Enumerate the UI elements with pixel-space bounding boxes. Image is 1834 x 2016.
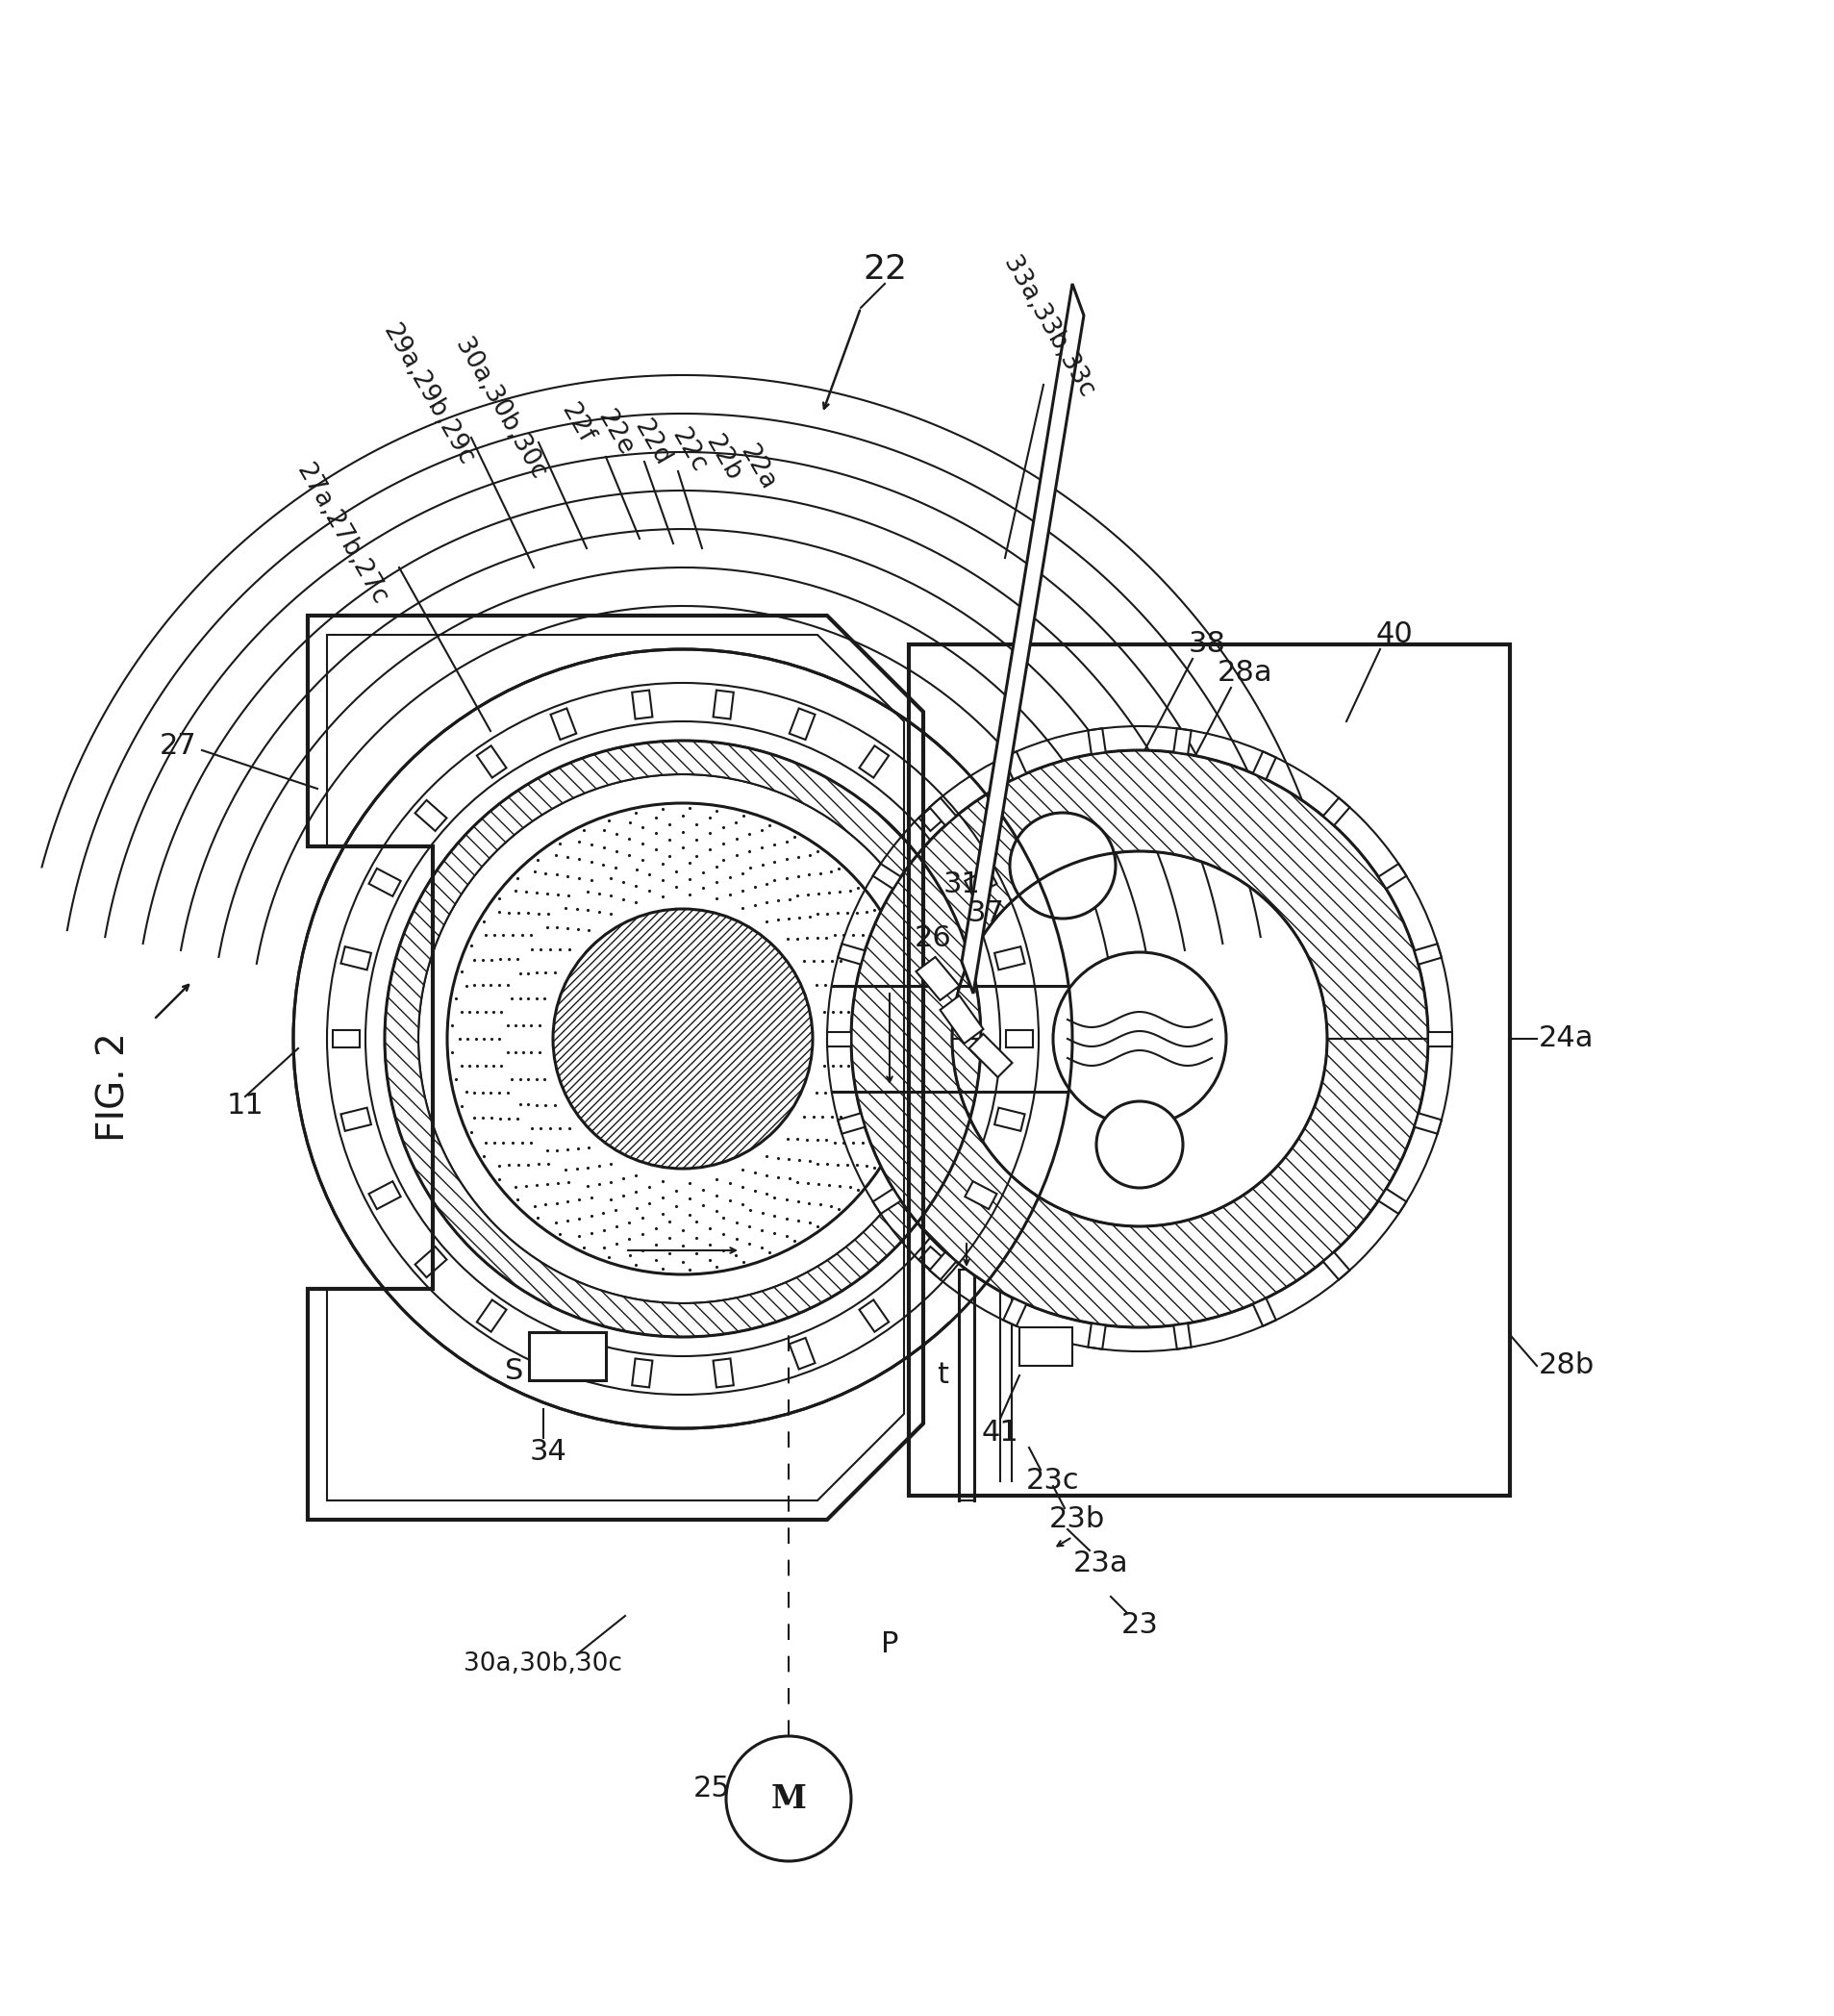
Polygon shape xyxy=(1377,1189,1405,1214)
Polygon shape xyxy=(961,284,1084,994)
Polygon shape xyxy=(1427,1032,1451,1046)
Polygon shape xyxy=(930,1252,956,1280)
Polygon shape xyxy=(965,1181,996,1210)
Polygon shape xyxy=(1088,1322,1106,1349)
Text: 38: 38 xyxy=(1188,631,1225,659)
Text: FIG. 2: FIG. 2 xyxy=(95,1032,132,1141)
Text: 22e: 22e xyxy=(592,405,638,460)
Text: 31: 31 xyxy=(943,871,979,899)
Polygon shape xyxy=(631,689,653,720)
Text: 23c: 23c xyxy=(1025,1468,1078,1496)
Polygon shape xyxy=(1322,798,1350,825)
Polygon shape xyxy=(631,1359,653,1387)
Text: 23b: 23b xyxy=(1049,1506,1104,1534)
Circle shape xyxy=(293,649,1071,1427)
Text: 28b: 28b xyxy=(1539,1353,1594,1379)
Polygon shape xyxy=(838,1113,864,1133)
Text: 28a: 28a xyxy=(1218,659,1273,687)
Text: 30a,30b,30c: 30a,30b,30c xyxy=(449,335,550,484)
Text: 33a,33b,33c: 33a,33b,33c xyxy=(998,252,1099,401)
Circle shape xyxy=(1053,952,1225,1125)
Text: 34: 34 xyxy=(530,1439,567,1466)
Polygon shape xyxy=(930,798,956,825)
Text: 37: 37 xyxy=(967,899,1003,927)
Text: 23a: 23a xyxy=(1073,1548,1128,1577)
Bar xyxy=(528,1333,605,1381)
Text: 22f: 22f xyxy=(556,399,598,448)
Text: P: P xyxy=(880,1631,899,1659)
Polygon shape xyxy=(1174,1322,1190,1349)
Polygon shape xyxy=(477,746,506,778)
Polygon shape xyxy=(550,1339,576,1369)
Polygon shape xyxy=(713,689,734,720)
Text: 22b: 22b xyxy=(701,431,746,486)
Polygon shape xyxy=(873,1189,900,1214)
Polygon shape xyxy=(1005,1030,1033,1048)
Polygon shape xyxy=(1322,1252,1350,1280)
Text: 25: 25 xyxy=(693,1774,730,1802)
Polygon shape xyxy=(414,1246,446,1278)
Polygon shape xyxy=(341,1107,370,1131)
Polygon shape xyxy=(858,746,888,778)
Text: 11: 11 xyxy=(226,1093,264,1121)
Text: 27a,27b,27c: 27a,27b,27c xyxy=(292,460,392,609)
Polygon shape xyxy=(1088,728,1106,754)
Polygon shape xyxy=(369,869,400,897)
Polygon shape xyxy=(939,996,983,1044)
Circle shape xyxy=(726,1736,851,1861)
Polygon shape xyxy=(1003,752,1025,780)
Text: 22d: 22d xyxy=(629,415,675,470)
Polygon shape xyxy=(1174,728,1190,754)
Polygon shape xyxy=(789,708,814,740)
Text: M: M xyxy=(770,1782,805,1814)
Polygon shape xyxy=(919,800,950,831)
Text: 30a,30b,30c: 30a,30b,30c xyxy=(464,1651,622,1677)
Polygon shape xyxy=(827,1032,851,1046)
Polygon shape xyxy=(994,1107,1023,1131)
Bar xyxy=(1020,1327,1071,1365)
Polygon shape xyxy=(994,948,1023,970)
Text: 41: 41 xyxy=(981,1419,1018,1447)
Polygon shape xyxy=(851,750,1427,1327)
Polygon shape xyxy=(550,708,576,740)
Polygon shape xyxy=(1414,1113,1442,1133)
Polygon shape xyxy=(341,948,370,970)
Text: 24a: 24a xyxy=(1539,1024,1594,1052)
Text: S: S xyxy=(504,1357,523,1385)
Circle shape xyxy=(552,909,812,1169)
Polygon shape xyxy=(1253,1298,1275,1327)
Polygon shape xyxy=(713,1359,734,1387)
Polygon shape xyxy=(1377,863,1405,889)
Polygon shape xyxy=(838,943,864,964)
Polygon shape xyxy=(919,1246,950,1278)
Polygon shape xyxy=(369,1181,400,1210)
Circle shape xyxy=(1095,1101,1183,1187)
Polygon shape xyxy=(1414,943,1442,964)
Text: 29a,29b,29c: 29a,29b,29c xyxy=(378,319,479,470)
Polygon shape xyxy=(789,1339,814,1369)
Polygon shape xyxy=(873,863,900,889)
Polygon shape xyxy=(414,800,446,831)
Text: 26: 26 xyxy=(913,923,952,952)
Text: 22c: 22c xyxy=(666,423,710,476)
Text: 22: 22 xyxy=(862,252,906,286)
Polygon shape xyxy=(477,1300,506,1333)
Polygon shape xyxy=(915,958,959,1000)
Text: 22a: 22a xyxy=(735,442,779,494)
Polygon shape xyxy=(968,1034,1012,1077)
Text: 27: 27 xyxy=(160,732,196,760)
Circle shape xyxy=(1009,812,1115,919)
Text: 40: 40 xyxy=(1376,621,1412,649)
Polygon shape xyxy=(332,1030,359,1048)
Polygon shape xyxy=(385,740,981,1337)
Polygon shape xyxy=(858,1300,888,1333)
Polygon shape xyxy=(965,869,996,897)
Circle shape xyxy=(798,698,1480,1381)
Polygon shape xyxy=(1253,752,1275,780)
Text: 23: 23 xyxy=(1121,1611,1157,1639)
Text: t: t xyxy=(935,1361,948,1389)
Polygon shape xyxy=(1003,1298,1025,1327)
